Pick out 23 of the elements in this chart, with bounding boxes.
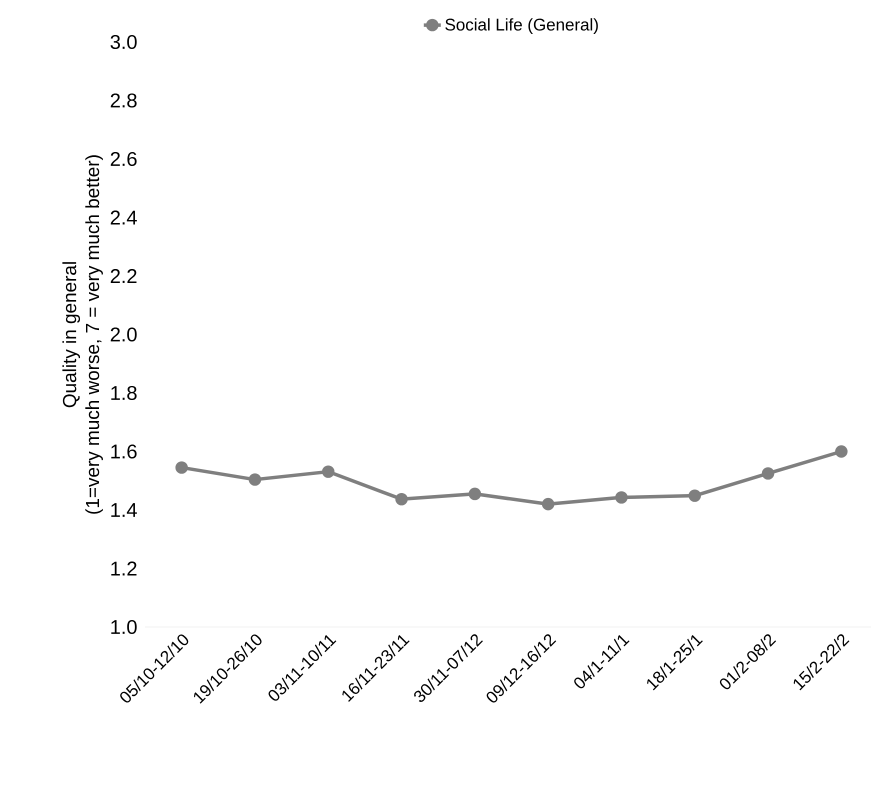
y-tick-label: 2.4: [110, 210, 137, 224]
y-tick-label: 2.2: [110, 269, 136, 283]
point: [468, 488, 482, 500]
point: [835, 445, 848, 458]
y-tick-label: 2.6: [110, 152, 137, 166]
y-tick-label: 3.0: [110, 34, 137, 50]
y-tick-label: 1.0: [111, 620, 137, 634]
point: [542, 498, 554, 510]
point: [688, 489, 701, 502]
y-axis-title: Quality in general (1=very much worse, 7 = very much better): [62, 155, 103, 514]
y-tick-label: 1.6: [111, 444, 137, 459]
point: [175, 461, 188, 474]
y-tick-label: 1.2: [111, 562, 136, 576]
point: [615, 491, 628, 504]
y-tick-label: 2.8: [110, 93, 137, 108]
legend-label: Social Life (General): [445, 18, 598, 34]
y-tick-label: 1.4: [111, 503, 137, 517]
point: [322, 465, 334, 478]
point: [395, 492, 408, 506]
y-tick-label: 2.0: [110, 327, 137, 342]
point: [248, 473, 262, 486]
y-tick-label: 1.8: [111, 386, 137, 400]
point: [762, 467, 774, 480]
